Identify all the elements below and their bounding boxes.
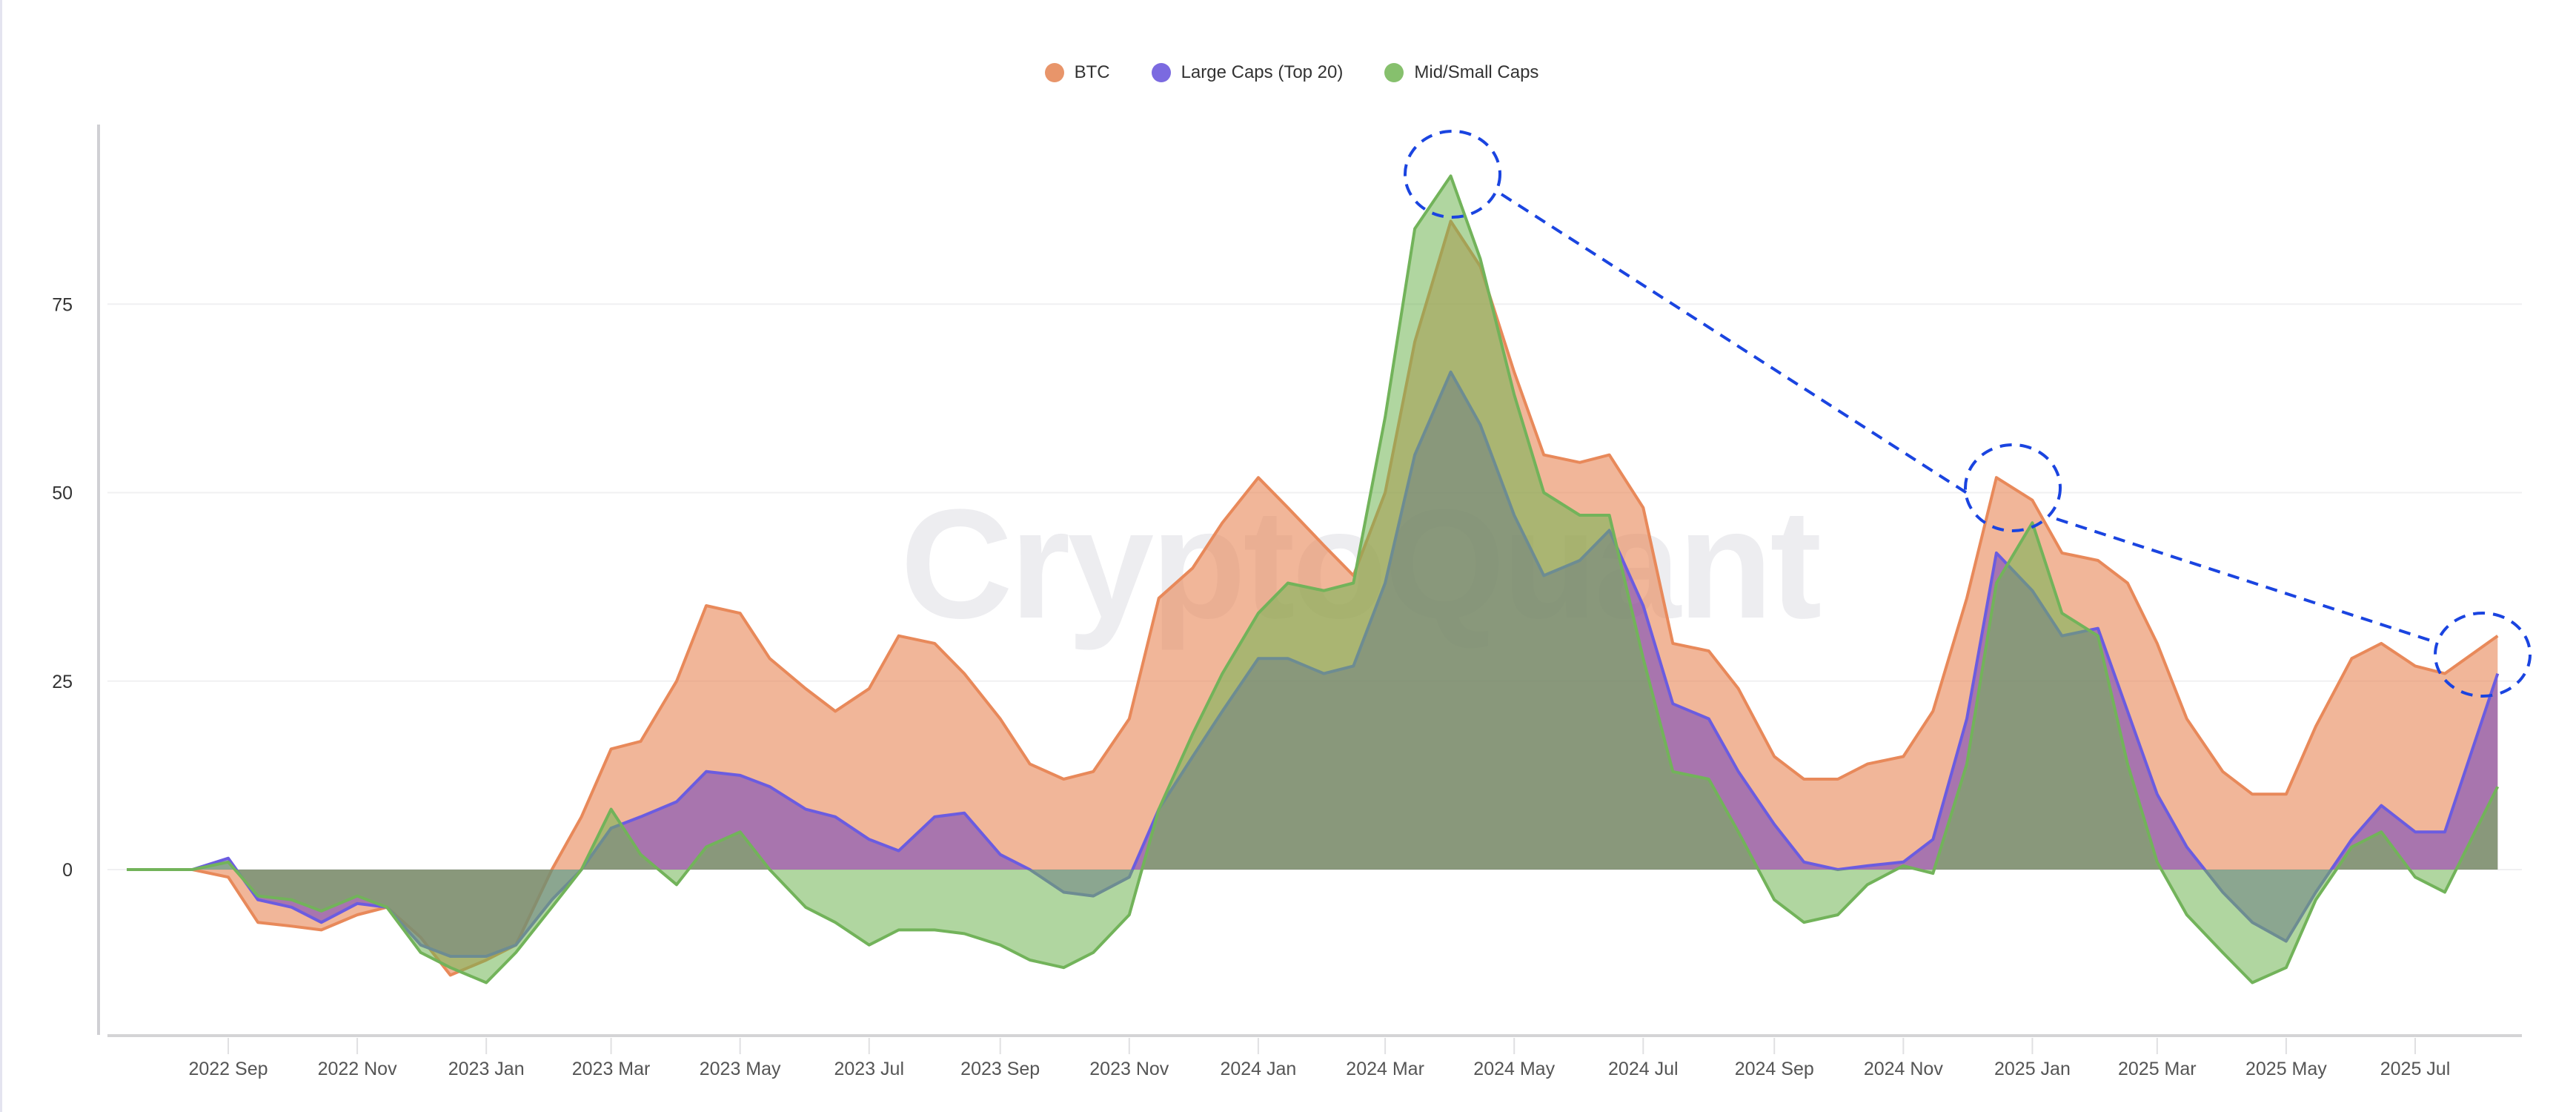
trend-line xyxy=(2056,517,2434,643)
line-mid-small-caps xyxy=(127,174,2500,984)
x-tick-label: 2024 Mar xyxy=(1346,1059,1424,1079)
legend-dot-icon xyxy=(1151,63,1171,82)
highlight-circle xyxy=(2434,612,2532,698)
x-tick-label: 2024 Nov xyxy=(1864,1059,1944,1079)
y-tick-label: 0 xyxy=(62,860,73,881)
x-tick-label: 2023 May xyxy=(700,1059,781,1079)
x-tick-label: 2025 Jul xyxy=(2380,1059,2451,1079)
legend: BTC Large Caps (Top 20) Mid/Small Caps xyxy=(0,62,2576,83)
legend-dot-icon xyxy=(1384,63,1404,82)
y-tick-label: 75 xyxy=(52,294,73,315)
x-tick-label: 2022 Nov xyxy=(318,1059,398,1079)
area-mid-small-caps xyxy=(127,176,2498,983)
legend-dot-icon xyxy=(1044,63,1064,82)
y-tick-label: 50 xyxy=(52,483,73,504)
y-tick-label: 25 xyxy=(52,672,73,692)
x-tick-label: 2025 May xyxy=(2245,1059,2327,1079)
x-tick-label: 2023 Nov xyxy=(1089,1059,1169,1079)
x-tick-label: 2023 Jan xyxy=(448,1059,525,1079)
highlight-circle xyxy=(1964,443,2062,532)
x-tick-label: 2022 Sep xyxy=(188,1059,268,1079)
x-tick-label: 2024 Jan xyxy=(1220,1059,1296,1079)
x-tick-label: 2023 Sep xyxy=(960,1059,1040,1079)
x-tick-label: 2023 Mar xyxy=(572,1059,651,1079)
x-tick-label: 2025 Mar xyxy=(2118,1059,2197,1079)
legend-label: Mid/Small Caps xyxy=(1414,62,1539,82)
legend-label: Large Caps (Top 20) xyxy=(1181,62,1344,82)
area-large-caps-top-20 xyxy=(127,371,2498,956)
legend-item-btc[interactable]: BTC xyxy=(1044,62,1110,83)
highlight-circle xyxy=(1404,130,1501,219)
x-tick-label: 2025 Jan xyxy=(1994,1059,2071,1079)
x-tick-label: 2024 May xyxy=(1473,1059,1555,1079)
x-tick-label: 2023 Jul xyxy=(834,1059,904,1079)
legend-item-mid-small-caps[interactable]: Mid/Small Caps xyxy=(1384,62,1538,83)
legend-item-large-caps[interactable]: Large Caps (Top 20) xyxy=(1151,62,1344,83)
legend-label: BTC xyxy=(1074,62,1110,82)
x-tick-label: 2024 Jul xyxy=(1608,1059,1679,1079)
x-tick-label: 2024 Sep xyxy=(1735,1059,1814,1079)
window-edge xyxy=(0,0,2,1112)
trend-line xyxy=(1500,193,1968,494)
